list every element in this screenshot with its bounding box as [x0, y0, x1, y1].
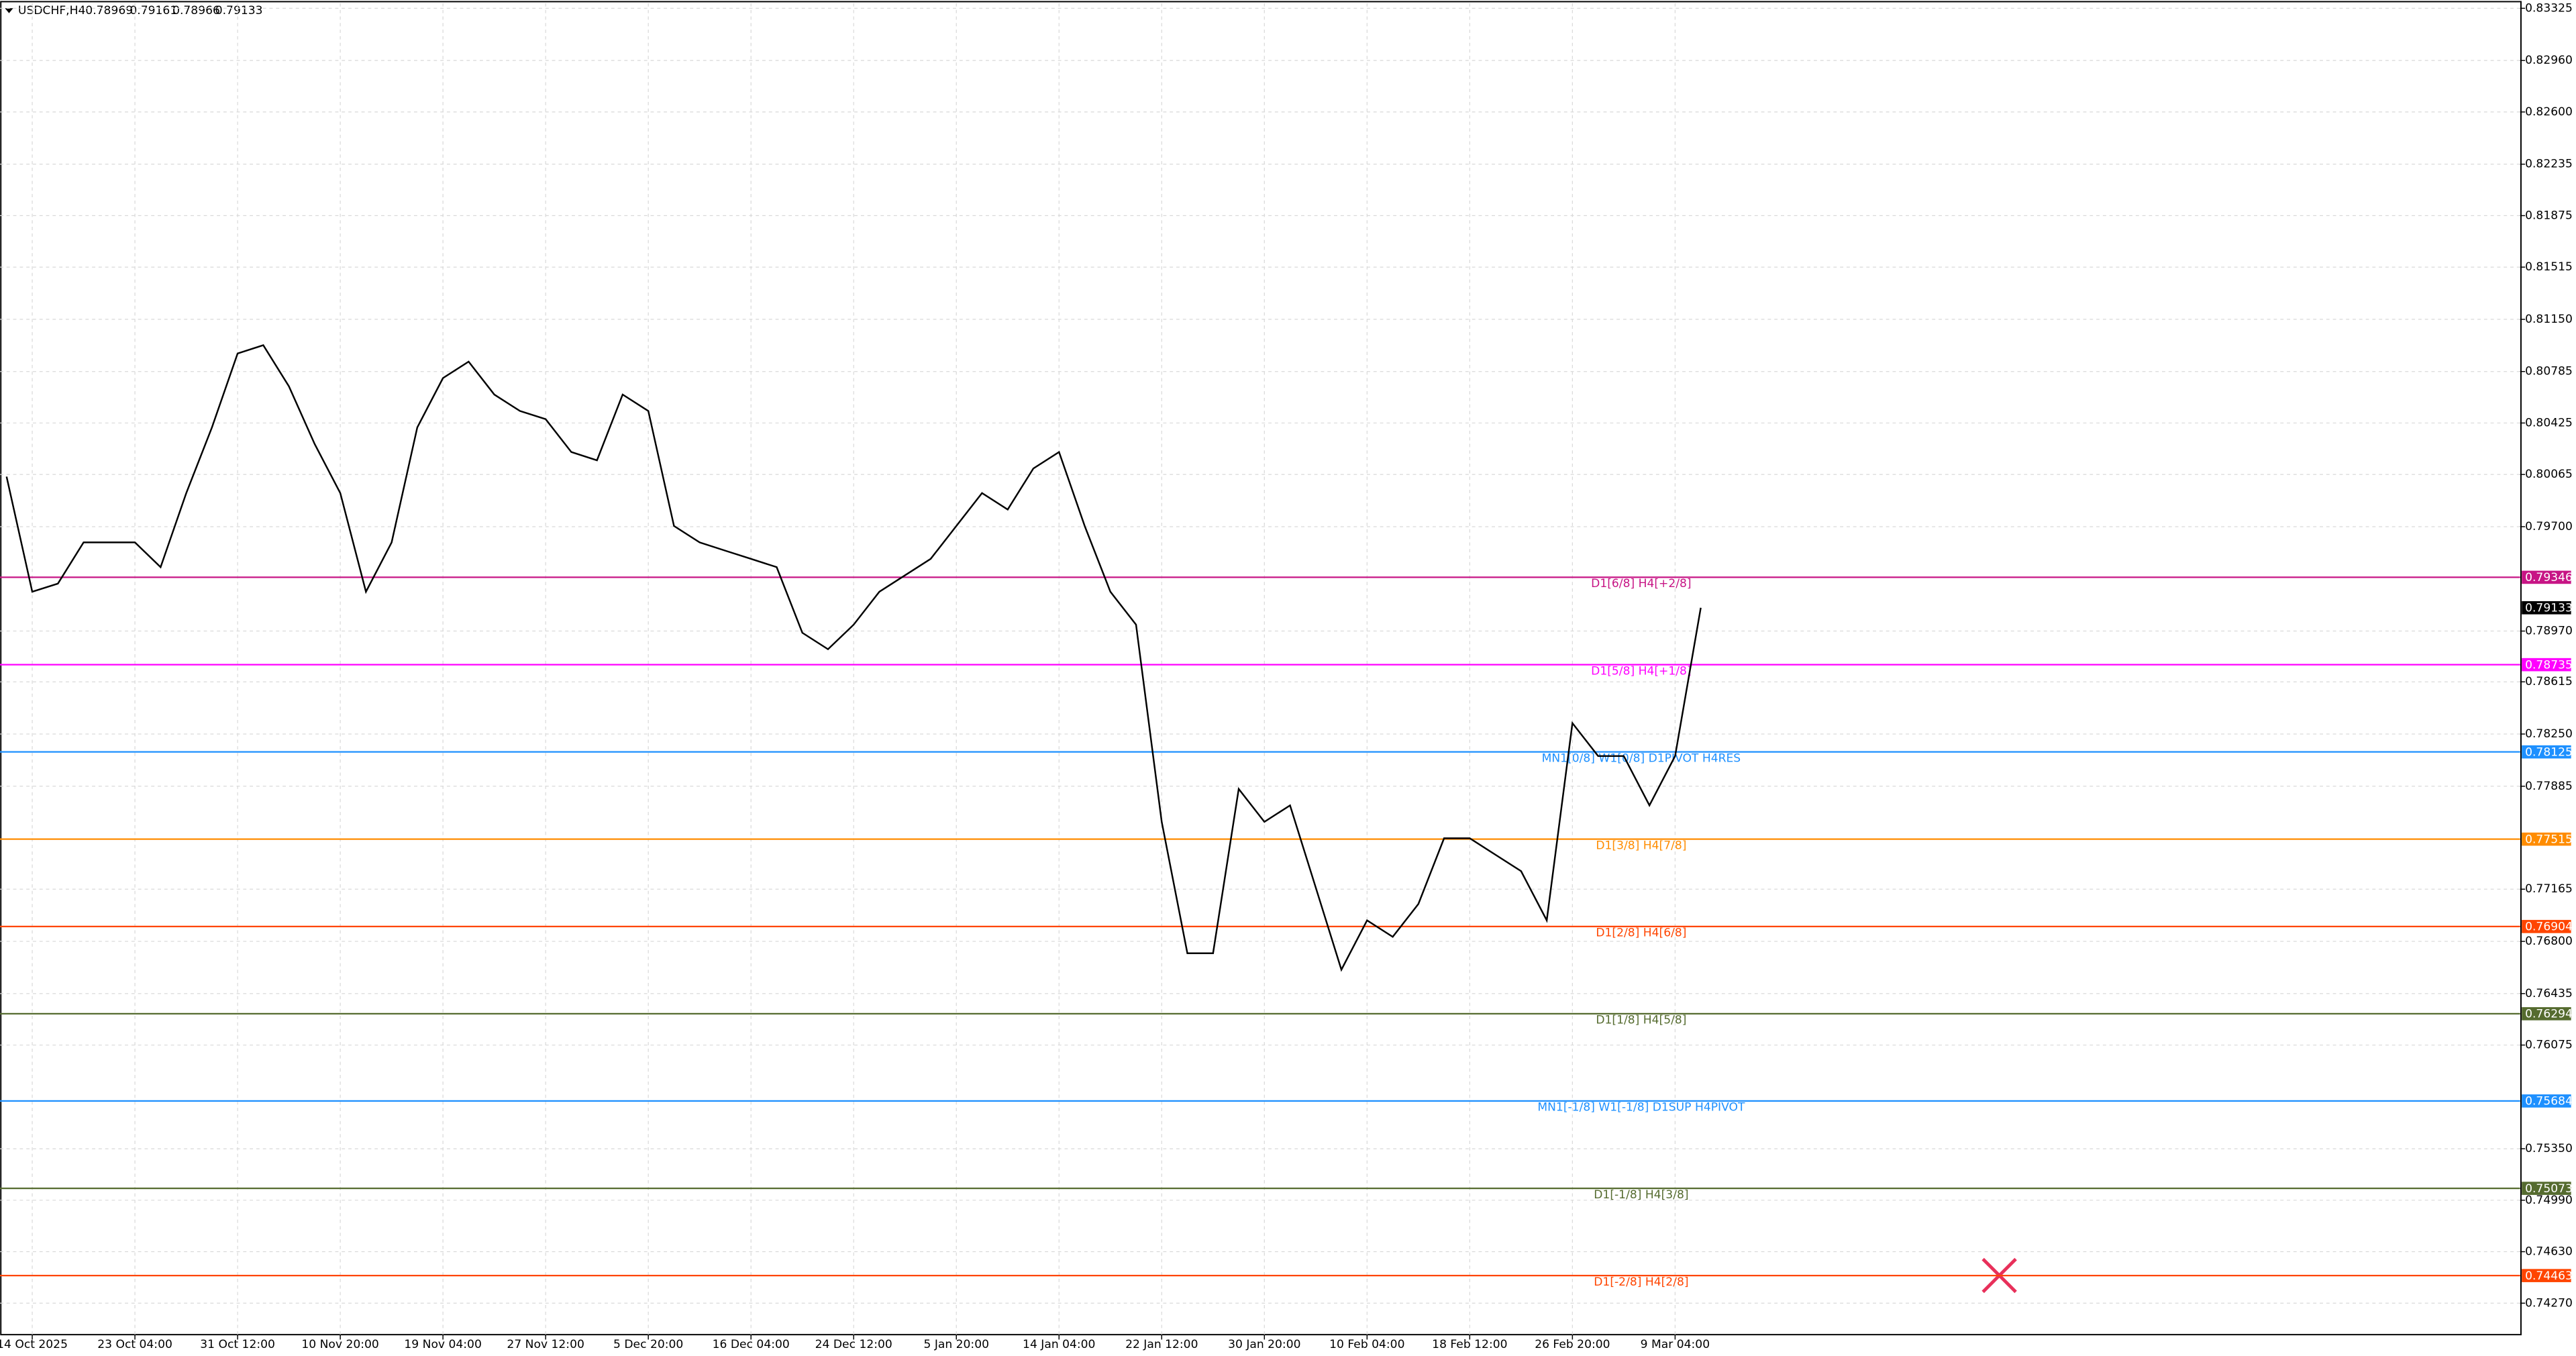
x-tick-label: 18 Feb 12:00 — [1432, 1338, 1507, 1351]
y-tick-label: 0.81150 — [2525, 313, 2573, 326]
y-tick-label: 0.80425 — [2525, 416, 2573, 429]
x-tick-label: 26 Feb 20:00 — [1535, 1338, 1610, 1351]
y-tick-label: 0.80065 — [2525, 468, 2573, 481]
close-price: 0.79133 — [215, 4, 263, 17]
y-tick-label: 0.76800 — [2525, 935, 2573, 948]
x-tick-label: 31 Oct 12:00 — [200, 1338, 275, 1351]
low-price: 0.78966 — [172, 4, 220, 17]
x-tick-label: 14 Jan 04:00 — [1023, 1338, 1095, 1351]
level-tag — [2522, 1269, 2571, 1282]
level-label: D1[-2/8] H4[2/8] — [1594, 1275, 1688, 1289]
level-tag-label: 0.77515 — [2525, 833, 2573, 846]
y-tick-label: 0.78970 — [2525, 625, 2573, 638]
level-tag-label: 0.78735 — [2525, 658, 2573, 672]
x-tick-label: 10 Nov 20:00 — [301, 1338, 378, 1351]
level-tag — [2522, 745, 2571, 759]
level-tag-label: 0.75073 — [2525, 1182, 2573, 1196]
level-tag-label: 0.78125 — [2525, 745, 2573, 759]
level-tag — [2522, 1094, 2571, 1108]
high-price: 0.79161 — [130, 4, 177, 17]
y-tick-label: 0.75350 — [2525, 1142, 2573, 1155]
x-tick-label: 30 Jan 20:00 — [1228, 1338, 1300, 1351]
y-tick-label: 0.74630 — [2525, 1245, 2573, 1259]
current-price-label: 0.79133 — [2525, 602, 2573, 615]
level-tag — [2522, 570, 2571, 584]
x-tick-label: 19 Nov 04:00 — [404, 1338, 481, 1351]
y-tick-label: 0.81875 — [2525, 209, 2573, 222]
x-tick-label: 16 Dec 04:00 — [713, 1338, 790, 1351]
level-tag — [2522, 1182, 2571, 1195]
x-tick-label: 5 Jan 20:00 — [923, 1338, 989, 1351]
y-tick-label: 0.74990 — [2525, 1194, 2573, 1207]
y-tick-label: 0.74270 — [2525, 1296, 2573, 1310]
x-tick-label: 24 Dec 12:00 — [815, 1338, 892, 1351]
y-tick-label: 0.77165 — [2525, 882, 2573, 896]
level-label: D1[6/8] H4[+2/8] — [1591, 577, 1691, 590]
y-tick-label: 0.76075 — [2525, 1039, 2573, 1052]
level-tag-label: 0.76294 — [2525, 1008, 2573, 1021]
x-tick-label: 23 Oct 04:00 — [97, 1338, 172, 1351]
menu-arrow[interactable] — [5, 8, 13, 13]
level-label: MN1[0/8] W1[0/8] D1PIVOT H4RES — [1542, 751, 1741, 765]
level-label: D1[-1/8] H4[3/8] — [1594, 1188, 1688, 1202]
y-tick-label: 0.82235 — [2525, 158, 2573, 171]
y-tick-label: 0.82600 — [2525, 105, 2573, 119]
level-tag-label: 0.74463 — [2525, 1269, 2573, 1283]
x-tick-label: 10 Feb 04:00 — [1329, 1338, 1404, 1351]
x-tick-label: 27 Nov 12:00 — [507, 1338, 584, 1351]
level-tag — [2522, 658, 2571, 672]
level-label: D1[2/8] H4[6/8] — [1596, 927, 1686, 940]
level-tag — [2522, 920, 2571, 933]
y-tick-label: 0.77885 — [2525, 780, 2573, 793]
plot-frame — [0, 1, 2522, 1336]
level-tag-label: 0.75684 — [2525, 1095, 2573, 1108]
level-tag-label: 0.76904 — [2525, 921, 2573, 934]
x-tick-label: 14 Oct 2025 — [0, 1338, 68, 1351]
open-price: 0.78969 — [85, 4, 133, 17]
symbol: USDCHF,H4 — [18, 4, 85, 17]
x-tick-label: 5 Dec 20:00 — [613, 1338, 683, 1351]
y-tick-label: 0.78250 — [2525, 727, 2573, 741]
y-tick-label: 0.81515 — [2525, 260, 2573, 274]
level-label: D1[5/8] H4[+1/8] — [1591, 664, 1691, 678]
y-tick-label: 0.79700 — [2525, 520, 2573, 533]
y-tick-label: 0.83325 — [2525, 1, 2573, 15]
x-tick-label: 9 Mar 04:00 — [1641, 1338, 1710, 1351]
y-tick-label: 0.80785 — [2525, 365, 2573, 378]
level-label: MN1[-1/8] W1[-1/8] D1SUP H4PIVOT — [1537, 1101, 1745, 1114]
x-tick-label: 22 Jan 12:00 — [1125, 1338, 1198, 1351]
level-tag — [2522, 1007, 2571, 1021]
current-price-tag — [2522, 601, 2571, 615]
level-label: D1[3/8] H4[7/8] — [1596, 839, 1686, 852]
y-tick-label: 0.76435 — [2525, 987, 2573, 1000]
y-tick-label: 0.78615 — [2525, 675, 2573, 688]
level-tag — [2522, 832, 2571, 846]
level-tag-label: 0.79346 — [2525, 571, 2573, 584]
y-tick-label: 0.82960 — [2525, 54, 2573, 67]
level-label: D1[1/8] H4[5/8] — [1596, 1014, 1686, 1027]
price-line — [5, 344, 1702, 972]
